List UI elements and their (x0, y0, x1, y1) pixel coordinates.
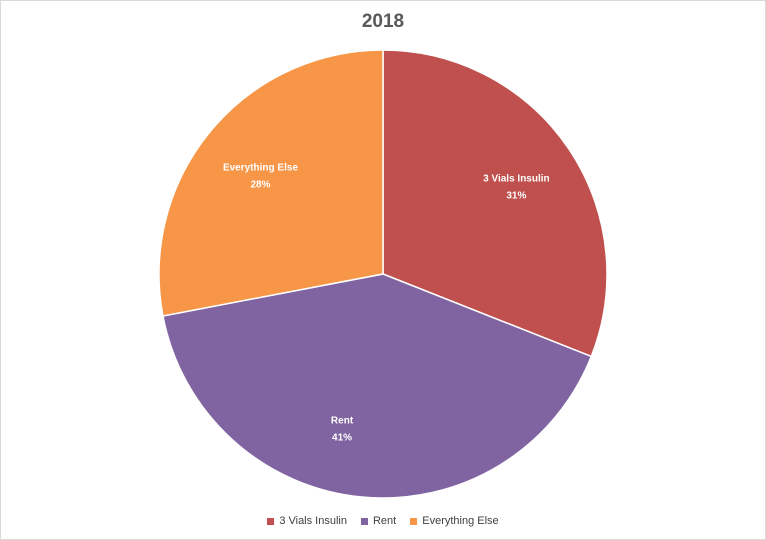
slice-percent-label: 41% (332, 432, 352, 443)
legend: 3 Vials Insulin Rent Everything Else (1, 515, 765, 527)
slice-percent-label: 28% (250, 180, 270, 191)
legend-swatch (360, 517, 368, 525)
legend-swatch (410, 517, 418, 525)
legend-label: Rent (372, 515, 397, 527)
slice-percent-label: 31% (506, 190, 526, 201)
slice-category-label: Rent (331, 415, 354, 426)
slice-category-label: 3 Vials Insulin (483, 173, 550, 184)
legend-item: Everything Else (410, 515, 499, 527)
pie-slice-rent (162, 273, 593, 499)
legend-label: 3 Vials Insulin (279, 515, 347, 527)
pie-slice-everything-else (158, 49, 384, 317)
pie-slice-3-vials-insulin (382, 49, 608, 358)
legend-item: Rent (360, 515, 397, 527)
pie-chart: 3 Vials Insulin 31% Rent 41% Everything Else… (158, 49, 608, 499)
legend-label: Everything Else (422, 515, 499, 527)
legend-swatch (267, 517, 275, 525)
chart-title: 2018 (361, 11, 405, 32)
slice-category-label: Everything Else (223, 163, 298, 174)
legend-item: 3 Vials Insulin (267, 515, 347, 527)
